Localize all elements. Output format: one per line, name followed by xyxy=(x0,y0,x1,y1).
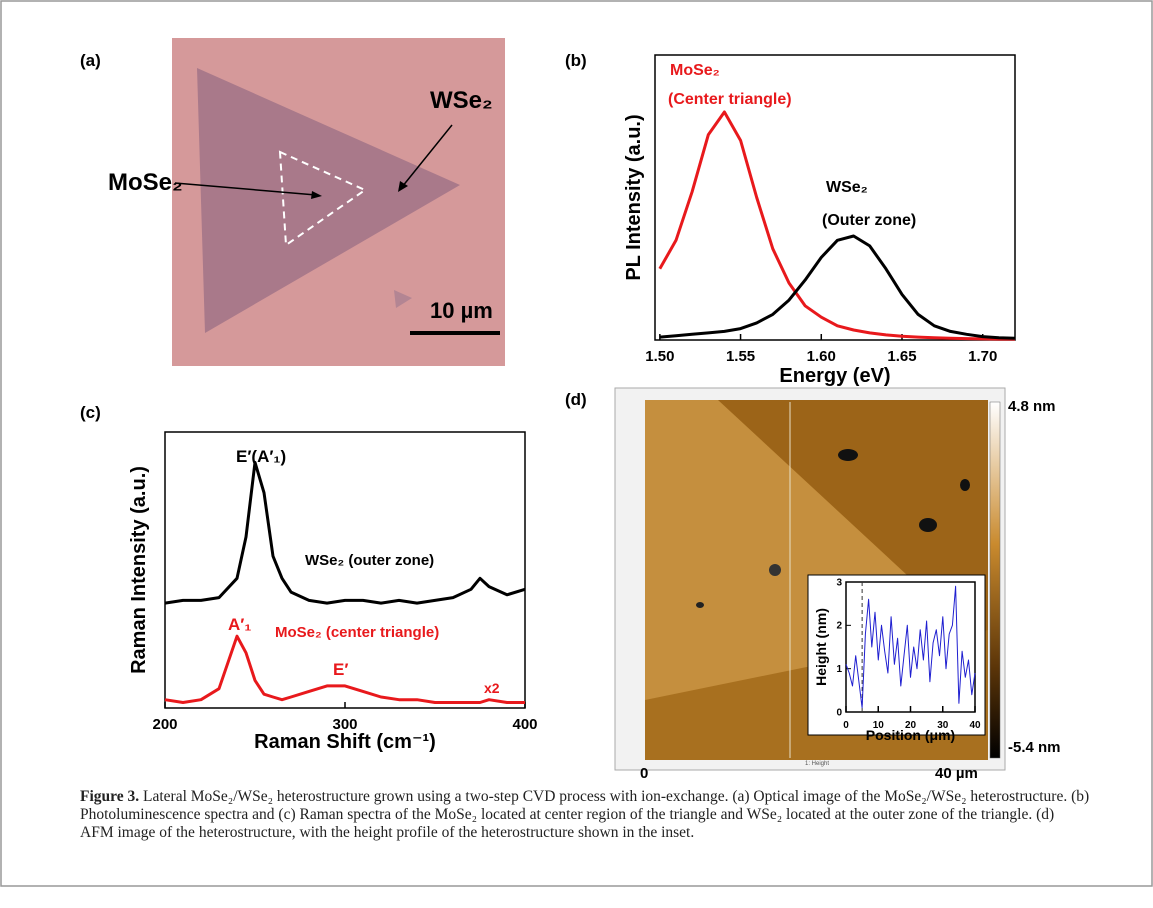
arrow-head xyxy=(398,181,408,192)
particle xyxy=(960,479,970,491)
panel-label: (a) xyxy=(80,51,101,70)
arrow-head xyxy=(311,191,322,199)
annotation: x2 xyxy=(484,680,500,696)
series-line xyxy=(659,234,1016,340)
arrow xyxy=(174,182,317,196)
caption: Figure 3. Lateral MoSe₂/WSe₂ heterostruc… xyxy=(80,788,1090,842)
annotation: A′₁ xyxy=(228,615,251,634)
y-tick-label: 2 xyxy=(836,621,842,632)
x-tick-label: 300 xyxy=(332,716,357,733)
panel-label: (c) xyxy=(80,403,101,422)
afm-image: 4.8 nm -5.4 nm 0 40 µm 1: Height xyxy=(614,387,1061,782)
x-tick-label: 0 xyxy=(843,720,849,731)
x-tick-label: 30 xyxy=(937,720,949,731)
x-tick-label: 20 xyxy=(905,720,917,731)
x-tick-label: 400 xyxy=(512,716,537,733)
inset xyxy=(807,574,986,736)
particle xyxy=(696,602,704,608)
flake xyxy=(197,68,460,333)
y-axis-label: PL Intensity (a.u.) xyxy=(623,114,645,280)
panel-label: (b) xyxy=(565,51,587,70)
x-tick-label: 1.50 xyxy=(645,348,674,365)
panel-label: (d) xyxy=(565,390,587,409)
annotation: WSe₂ xyxy=(826,179,868,196)
caption-box: Figure 3. Lateral MoSe₂/WSe₂ heterostruc… xyxy=(80,788,1090,842)
annotation: WSe₂ (outer zone) xyxy=(305,552,434,569)
annotation: E′ xyxy=(333,660,348,679)
series-line xyxy=(164,460,526,605)
x-tick-label: 1.60 xyxy=(807,348,836,365)
particle xyxy=(919,518,937,532)
image-axis-label: 0 xyxy=(640,765,648,782)
particle xyxy=(838,449,858,461)
y-tick-label: 0 xyxy=(836,707,842,718)
plot-frame xyxy=(654,54,1016,341)
x-tick-label: 40 xyxy=(969,720,981,731)
small-flake xyxy=(394,290,412,308)
series-line xyxy=(658,110,1015,341)
x-tick-label: 1.65 xyxy=(887,348,916,365)
scale-label: 10 µm xyxy=(430,298,493,323)
colorbar-max: 4.8 nm xyxy=(1008,398,1056,415)
x-tick-label: 1.70 xyxy=(968,348,997,365)
x-tick-label: 200 xyxy=(152,716,177,733)
colorbar-min: -5.4 nm xyxy=(1008,739,1061,756)
arrow xyxy=(401,124,453,188)
caption-label: Figure 3. xyxy=(80,788,140,805)
image-axis-label: 40 µm xyxy=(935,765,978,782)
x-tick-label: 1.55 xyxy=(726,348,755,365)
y-tick-label: 3 xyxy=(836,577,842,588)
optical-image: WSe₂ MoSe₂ 10 µm xyxy=(108,38,505,366)
colorbar xyxy=(989,401,1001,759)
caption-text: Lateral MoSe₂/WSe₂ heterostructure grown… xyxy=(80,788,1090,841)
annotation: MoSe₂ xyxy=(670,62,720,79)
image-label: MoSe₂ xyxy=(108,169,183,196)
series-line xyxy=(845,585,976,709)
x-axis-label: Raman Shift (cm⁻¹) xyxy=(254,731,436,753)
figure-border xyxy=(0,0,1153,887)
x-axis-label: Position (μm) xyxy=(866,727,955,743)
annotation: MoSe₂ (center triangle) xyxy=(275,624,439,641)
x-tick-label: 10 xyxy=(873,720,885,731)
y-axis-label: Raman Intensity (a.u.) xyxy=(128,466,150,674)
image-label: WSe₂ xyxy=(430,87,493,114)
x-axis-label: Energy (eV) xyxy=(779,365,890,387)
annotation: (Outer zone) xyxy=(822,212,916,229)
series-line xyxy=(164,634,525,704)
particle xyxy=(769,564,781,576)
y-tick-label: 1 xyxy=(836,664,842,675)
annotation: E′(A′₁) xyxy=(236,447,286,466)
channel-label: 1: Height xyxy=(805,761,829,767)
annotation: (Center triangle) xyxy=(668,91,792,108)
y-axis-label: Height (nm) xyxy=(813,608,829,686)
